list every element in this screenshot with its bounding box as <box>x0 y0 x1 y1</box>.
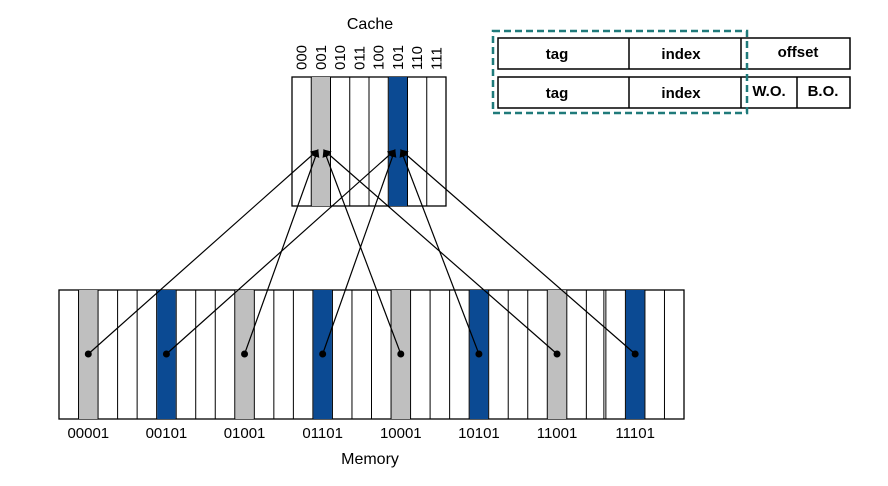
mapping-arrow-00001 <box>87 149 319 355</box>
cache-index-label: 100 <box>371 45 388 70</box>
memory-block-dot <box>397 350 405 358</box>
field-row2-byte-offset: B.O. <box>808 83 839 100</box>
field-row2-index: index <box>661 85 701 102</box>
cache-index-label: 011 <box>351 46 368 70</box>
cache-index-label: 001 <box>313 45 330 70</box>
cache-index-label: 101 <box>390 45 407 70</box>
cache-index-labels: 000 001 010 011 100 101 110 111 <box>294 45 446 70</box>
memory-address-10101: 10101 <box>458 425 500 442</box>
mapping-arrow-11001 <box>323 149 558 355</box>
memory-block-dot <box>553 350 561 358</box>
memory-block-dot <box>319 350 327 358</box>
memory-block-dot <box>84 350 92 358</box>
cache-index-label: 010 <box>332 45 349 70</box>
address-field-breakdown: tag index offset tag index W.O. B.O. <box>491 29 851 115</box>
tag-index-dashed-group <box>491 29 749 115</box>
mapping-arrows <box>84 149 639 358</box>
memory-block <box>58 289 685 420</box>
cache-line-001-highlight <box>311 77 330 206</box>
cache-block <box>291 76 447 207</box>
cache-line-101-highlight <box>388 77 407 206</box>
memory-address-00001: 00001 <box>67 425 109 442</box>
field-row1-offset: offset <box>778 44 819 61</box>
cache-index-label: 111 <box>428 47 445 70</box>
memory-title: Memory <box>341 451 399 468</box>
cache-title: Cache <box>347 16 393 33</box>
memory-address-11101: 11101 <box>615 425 655 442</box>
mapping-arrow-01001 <box>243 149 320 355</box>
memory-address-01101: 01101 <box>302 425 343 442</box>
cache-index-label: 110 <box>409 46 426 70</box>
memory-block-dot <box>475 350 483 358</box>
memory-address-11001: 11001 <box>537 425 578 442</box>
mapping-arrow-11101 <box>400 149 636 355</box>
mapping-arrow-10001 <box>322 149 402 355</box>
memory-address-10001: 10001 <box>380 425 422 442</box>
memory-block-dot <box>631 350 639 358</box>
field-row1-frame <box>497 37 851 70</box>
memory-address-labels: 00001 00101 01001 01101 10001 10101 11001 11101 <box>67 425 654 442</box>
field-row1-index: index <box>661 46 701 63</box>
cache-index-label: 000 <box>294 45 311 70</box>
field-row2-frame <box>497 76 851 109</box>
field-row1-tag: tag <box>546 46 569 63</box>
field-row2-word-offset: W.O. <box>752 83 785 100</box>
field-row2-tag: tag <box>546 85 569 102</box>
memory-block-dot <box>241 350 249 358</box>
memory-address-01001: 01001 <box>224 425 266 442</box>
mapping-arrow-01101 <box>322 149 397 355</box>
memory-block-dot <box>162 350 170 358</box>
memory-address-00101: 00101 <box>146 425 188 442</box>
